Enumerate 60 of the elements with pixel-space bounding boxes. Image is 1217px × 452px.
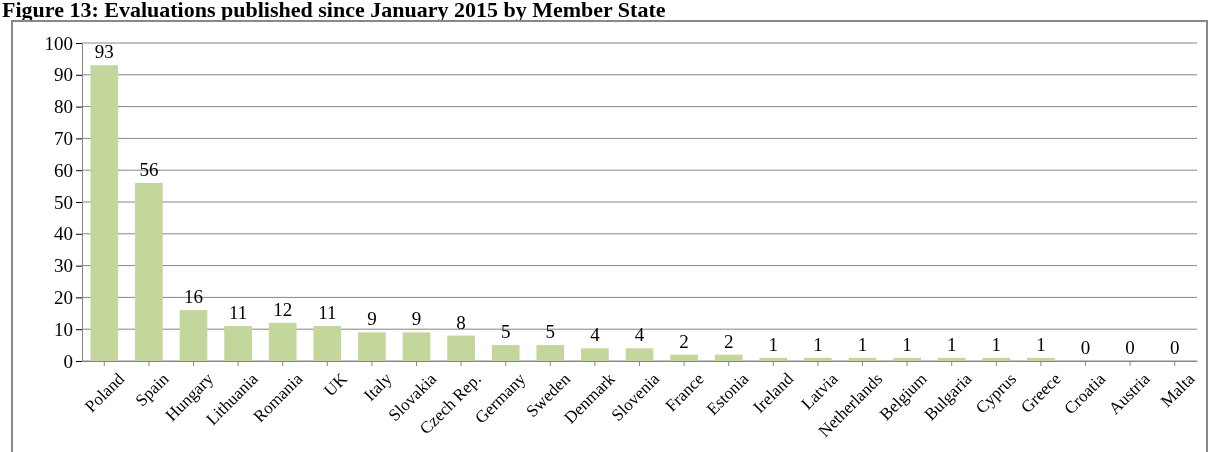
bar	[224, 326, 252, 361]
data-label: 0	[1125, 337, 1135, 358]
bar	[402, 332, 431, 361]
bar	[581, 348, 609, 361]
data-label: 1	[813, 333, 823, 355]
data-label: 93	[94, 41, 114, 63]
y-tick-label: 90	[54, 64, 73, 86]
bar	[848, 357, 877, 361]
data-label: 9	[367, 308, 377, 330]
data-label: 1	[857, 333, 868, 355]
data-label: 1	[902, 333, 912, 355]
bar	[759, 357, 788, 361]
y-tick-label: 70	[54, 127, 73, 149]
data-label: 11	[228, 302, 248, 324]
x-tick-label: UK	[320, 368, 352, 401]
data-label: 1	[946, 333, 957, 355]
data-label: 11	[318, 302, 337, 324]
data-label: 0	[1169, 337, 1180, 358]
data-label: 9	[411, 308, 422, 330]
data-label: 56	[139, 158, 159, 180]
bar	[447, 335, 475, 361]
bar	[536, 345, 565, 361]
y-tick-label: 10	[54, 318, 73, 340]
data-label: 4	[634, 324, 645, 346]
bar	[179, 310, 208, 361]
data-label: 5	[500, 321, 511, 343]
y-tick-label: 40	[54, 223, 73, 245]
y-tick-label: 60	[54, 159, 73, 181]
bar	[358, 332, 386, 361]
bar	[90, 65, 119, 361]
bar	[135, 182, 163, 361]
bar	[268, 322, 297, 361]
data-label: 16	[184, 286, 203, 308]
x-tick-label: Italy	[360, 368, 396, 405]
bar	[491, 345, 520, 361]
bar	[804, 357, 832, 361]
bar	[625, 348, 654, 361]
data-label: 1	[1036, 333, 1046, 355]
data-label: 8	[456, 311, 466, 333]
y-tick-label: 0	[63, 350, 73, 372]
data-label: 2	[679, 330, 689, 352]
data-label: 12	[273, 298, 293, 320]
bar	[982, 357, 1011, 361]
bar	[937, 357, 966, 361]
bar	[893, 357, 921, 361]
data-label: 1	[991, 333, 1002, 355]
bar	[670, 354, 698, 361]
data-label: 1	[768, 333, 779, 355]
y-tick-label: 80	[54, 96, 73, 118]
data-label: 0	[1080, 337, 1091, 358]
y-tick-label: 100	[44, 32, 73, 54]
data-label: 5	[545, 321, 556, 343]
bar	[714, 354, 743, 361]
bar	[313, 326, 342, 361]
bar	[1027, 357, 1055, 361]
data-label: 4	[590, 324, 601, 346]
y-tick-label: 20	[54, 286, 73, 308]
y-tick-label: 50	[54, 191, 73, 213]
y-tick-label: 30	[54, 255, 73, 277]
data-label: 2	[723, 330, 734, 352]
